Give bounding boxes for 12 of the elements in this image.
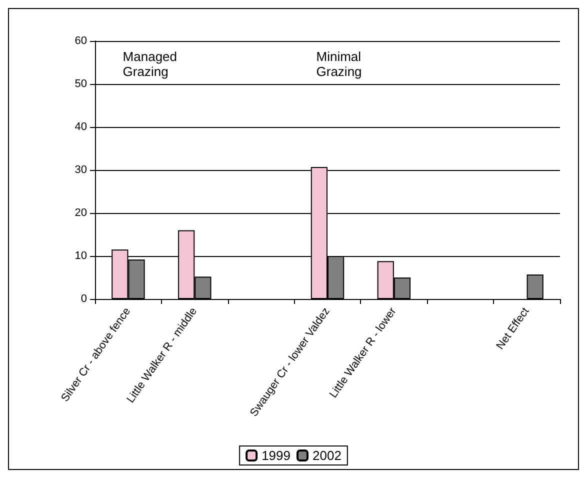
legend-label: 1999 [262, 448, 290, 463]
y-tick-label: 60 [74, 35, 87, 47]
y-tick-label: 20 [74, 207, 87, 219]
legend-label: 2002 [312, 448, 342, 463]
y-tick-label: 40 [74, 121, 87, 133]
y-tick-label: 10 [74, 250, 87, 262]
bar [526, 274, 544, 299]
annotation: Managed Grazing [122, 49, 178, 79]
y-tick-label: 30 [74, 164, 87, 176]
annotation: Minimal Grazing [316, 49, 362, 79]
y-tick-label: 0 [80, 293, 87, 305]
y-tick-label: 50 [74, 78, 87, 90]
